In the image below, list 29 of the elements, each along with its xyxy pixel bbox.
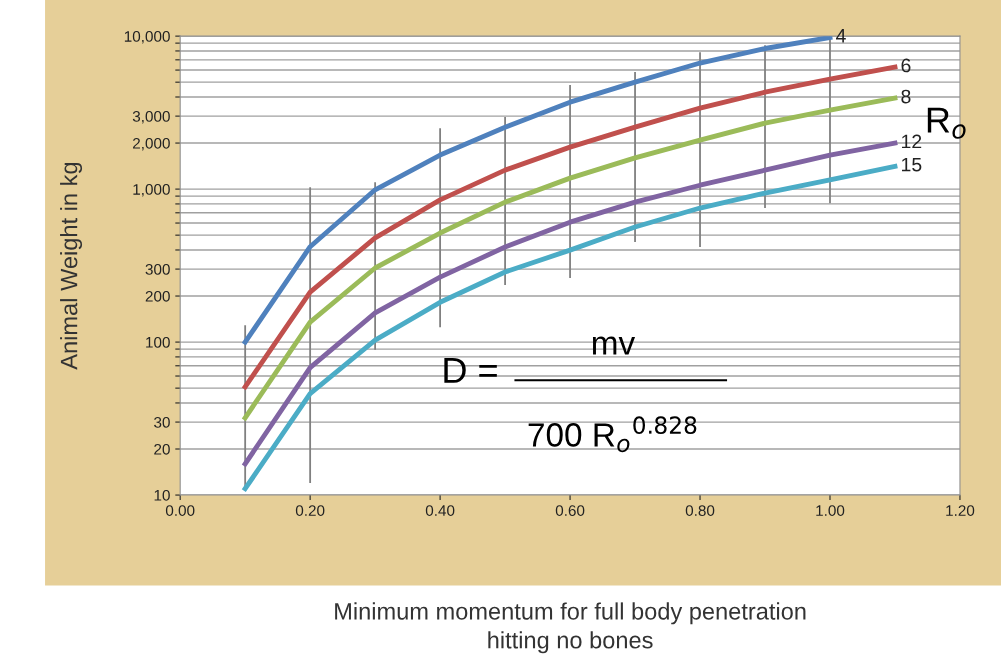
y-tick-label: 1,000 bbox=[133, 183, 170, 197]
series-label: 8 bbox=[901, 89, 911, 104]
line-series bbox=[242, 64, 898, 390]
y-axis-title: Animal Weight in kg bbox=[60, 162, 83, 370]
x-tick-label: 0.00 bbox=[165, 505, 195, 516]
x-tick-label: 0.20 bbox=[295, 505, 325, 516]
x-tick-label: 1.00 bbox=[816, 505, 845, 516]
annotation: R$_{o}$ bbox=[927, 107, 966, 139]
x-tick-label: 0.40 bbox=[425, 505, 455, 516]
y-tick-label: 2,000 bbox=[133, 137, 170, 151]
x-tick-label: 1.20 bbox=[946, 505, 975, 516]
y-tick-label: 300 bbox=[145, 263, 170, 275]
y-tick-label: 100 bbox=[146, 336, 170, 348]
y-tick-label: 10 bbox=[154, 489, 170, 501]
x-tick-label: 0.80 bbox=[685, 505, 715, 516]
series-label: 4 bbox=[836, 29, 846, 43]
x-tick-label: 0.60 bbox=[555, 505, 585, 516]
series-label: 15 bbox=[902, 157, 922, 172]
y-tick-label: 10,000 bbox=[124, 30, 170, 44]
y-tick-label: 200 bbox=[145, 290, 170, 302]
annotation: D = bbox=[444, 357, 497, 383]
x-axis-title: Minimum momentum for full body penetration hitting no bones bbox=[335, 602, 806, 654]
series-label: 12 bbox=[902, 134, 922, 149]
y-tick-label: 20 bbox=[154, 443, 170, 455]
series-label: 6 bbox=[901, 58, 911, 73]
annotation: 700 R$_{o}$$^{0.828}$ bbox=[528, 416, 697, 453]
y-tick-label: 3,000 bbox=[132, 110, 170, 124]
y-tick-label: 30 bbox=[154, 416, 170, 428]
annotation: mv bbox=[592, 336, 636, 355]
